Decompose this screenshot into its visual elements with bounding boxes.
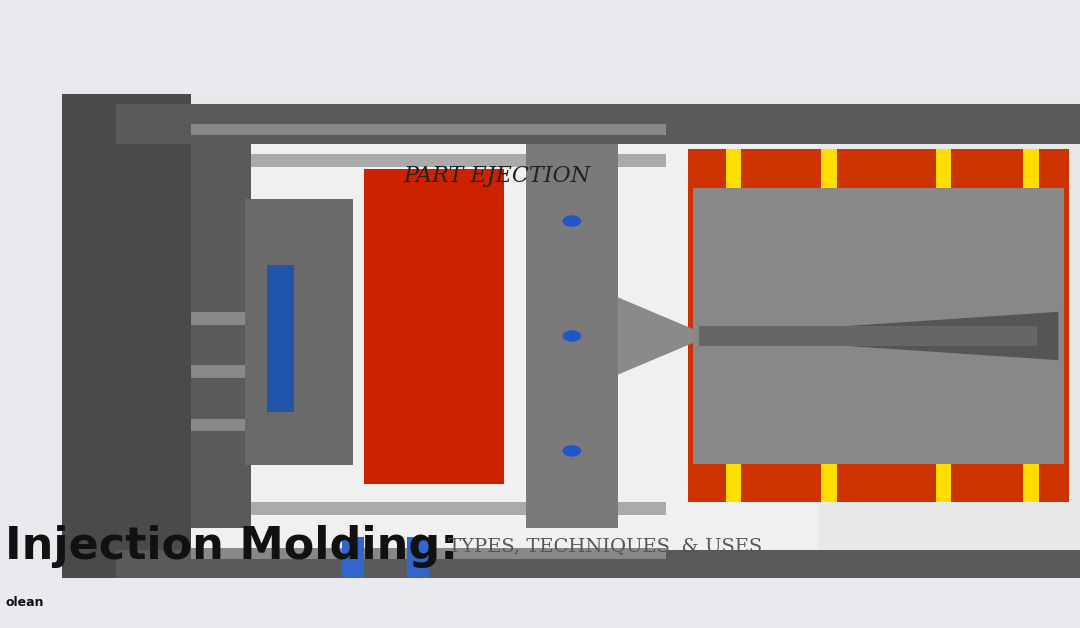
Bar bbox=[191, 548, 666, 559]
Bar bbox=[191, 124, 666, 135]
Bar bbox=[62, 94, 1080, 578]
Bar bbox=[688, 149, 1069, 502]
Text: olean: olean bbox=[5, 597, 44, 609]
Bar bbox=[935, 149, 951, 502]
Bar bbox=[191, 418, 245, 431]
Bar bbox=[116, 104, 1080, 144]
Polygon shape bbox=[699, 311, 1058, 360]
Bar bbox=[62, 94, 191, 578]
Bar bbox=[699, 327, 1037, 345]
Bar bbox=[407, 537, 429, 578]
Bar bbox=[267, 265, 294, 411]
Bar bbox=[342, 537, 364, 578]
Bar bbox=[116, 550, 1080, 578]
Bar bbox=[693, 188, 1064, 463]
Bar bbox=[245, 198, 353, 465]
Polygon shape bbox=[618, 297, 710, 375]
Bar bbox=[191, 502, 666, 515]
Bar bbox=[191, 312, 245, 325]
Text: PART EJECTION: PART EJECTION bbox=[403, 165, 591, 187]
Bar bbox=[1024, 149, 1039, 502]
Text: Injection Molding:: Injection Molding: bbox=[5, 525, 459, 568]
Bar bbox=[526, 144, 618, 528]
Bar bbox=[726, 149, 741, 502]
Bar bbox=[191, 154, 666, 167]
Bar bbox=[822, 149, 837, 502]
Bar bbox=[191, 144, 818, 550]
Circle shape bbox=[564, 216, 581, 226]
Bar bbox=[704, 317, 726, 355]
Bar bbox=[364, 169, 504, 484]
Circle shape bbox=[564, 446, 581, 456]
Circle shape bbox=[564, 331, 581, 341]
Text: TYPES, TECHNIQUES, & USES: TYPES, TECHNIQUES, & USES bbox=[448, 538, 762, 555]
Bar bbox=[62, 94, 1080, 578]
Bar bbox=[191, 144, 251, 528]
Bar bbox=[191, 365, 245, 378]
